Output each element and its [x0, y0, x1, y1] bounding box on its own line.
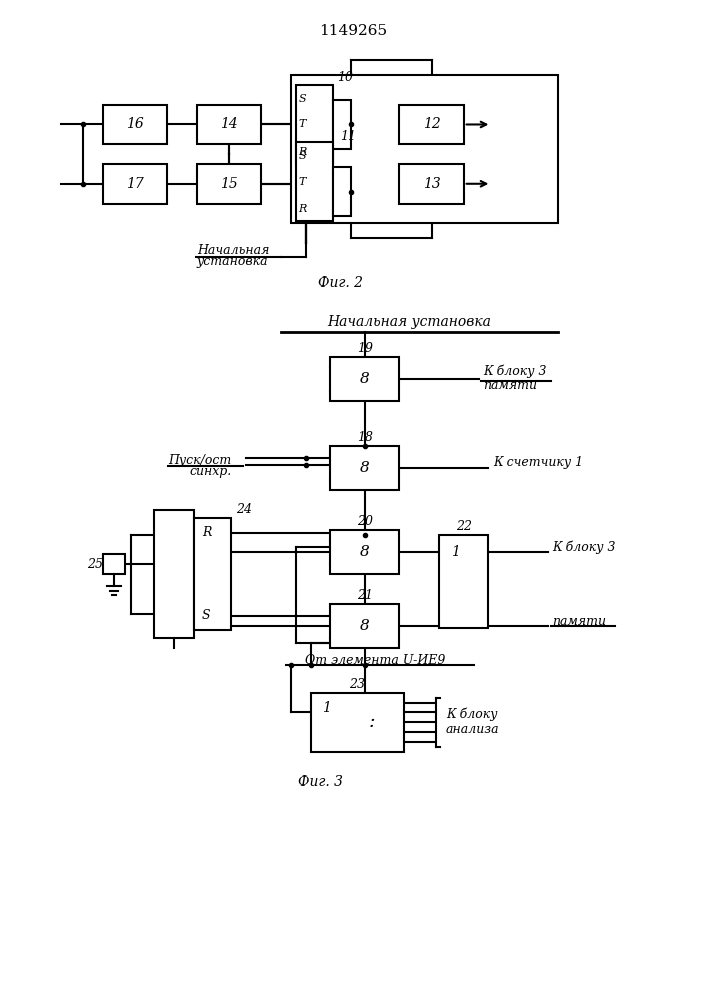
Text: 16: 16 — [127, 117, 144, 131]
Bar — [197, 164, 261, 204]
Text: синхр.: синхр. — [189, 465, 231, 478]
Text: S: S — [299, 151, 306, 161]
Text: 24: 24 — [236, 503, 252, 516]
Bar — [330, 604, 399, 648]
Text: Фиг. 3: Фиг. 3 — [298, 775, 343, 789]
Text: 17: 17 — [127, 177, 144, 191]
Text: 12: 12 — [423, 117, 440, 131]
Text: 8: 8 — [360, 619, 370, 633]
Text: 11: 11 — [340, 130, 356, 143]
Bar — [103, 554, 124, 574]
Text: памяти: памяти — [484, 379, 537, 392]
Text: К счетчику 1: К счетчику 1 — [493, 456, 583, 469]
Text: 8: 8 — [360, 372, 370, 386]
Text: Фиг. 2: Фиг. 2 — [317, 276, 363, 290]
Bar — [439, 535, 489, 628]
Text: T: T — [299, 119, 306, 129]
Text: К блоку: К блоку — [446, 708, 498, 721]
Bar — [399, 164, 464, 204]
Text: R: R — [298, 204, 307, 214]
Text: 8: 8 — [360, 461, 370, 475]
Bar — [291, 75, 558, 223]
Text: Начальная: Начальная — [197, 244, 269, 257]
Text: 10: 10 — [337, 71, 353, 84]
Bar — [296, 85, 333, 164]
Text: :: : — [368, 713, 375, 731]
Text: 1149265: 1149265 — [319, 24, 387, 38]
Text: анализа: анализа — [446, 723, 500, 736]
Text: К блоку 3: К блоку 3 — [484, 364, 547, 378]
Text: установка: установка — [197, 255, 269, 268]
Bar — [103, 105, 168, 144]
Text: 13: 13 — [423, 177, 440, 191]
Text: От элемента U-ИЕ9: От элемента U-ИЕ9 — [305, 654, 445, 667]
Text: 8: 8 — [360, 545, 370, 559]
Text: 14: 14 — [220, 117, 238, 131]
Text: 22: 22 — [456, 520, 472, 533]
Bar — [154, 510, 194, 638]
Text: R: R — [298, 147, 307, 157]
Text: T: T — [299, 177, 306, 187]
Bar — [197, 105, 261, 144]
Text: Пуск/ост: Пуск/ост — [168, 454, 231, 467]
Bar — [333, 167, 351, 216]
Text: 20: 20 — [357, 515, 373, 528]
Bar — [399, 105, 464, 144]
Text: 1: 1 — [451, 545, 460, 559]
Text: 18: 18 — [357, 431, 373, 444]
Bar — [330, 357, 399, 401]
Text: 25: 25 — [87, 558, 103, 571]
Text: памяти: памяти — [553, 615, 607, 628]
Bar — [194, 518, 231, 630]
Text: К блоку 3: К блоку 3 — [553, 540, 616, 554]
Text: R: R — [201, 526, 211, 539]
Text: 15: 15 — [220, 177, 238, 191]
Bar — [103, 164, 168, 204]
Bar — [330, 446, 399, 490]
Text: S: S — [201, 609, 211, 622]
Text: 21: 21 — [357, 589, 373, 602]
Bar — [330, 530, 399, 574]
Bar — [333, 100, 351, 149]
Text: 23: 23 — [349, 678, 366, 691]
Bar — [310, 693, 404, 752]
Text: Начальная установка: Начальная установка — [327, 315, 491, 329]
Text: S: S — [299, 94, 306, 104]
Text: 19: 19 — [357, 342, 373, 355]
Bar — [296, 142, 333, 221]
Text: 1: 1 — [322, 701, 332, 715]
